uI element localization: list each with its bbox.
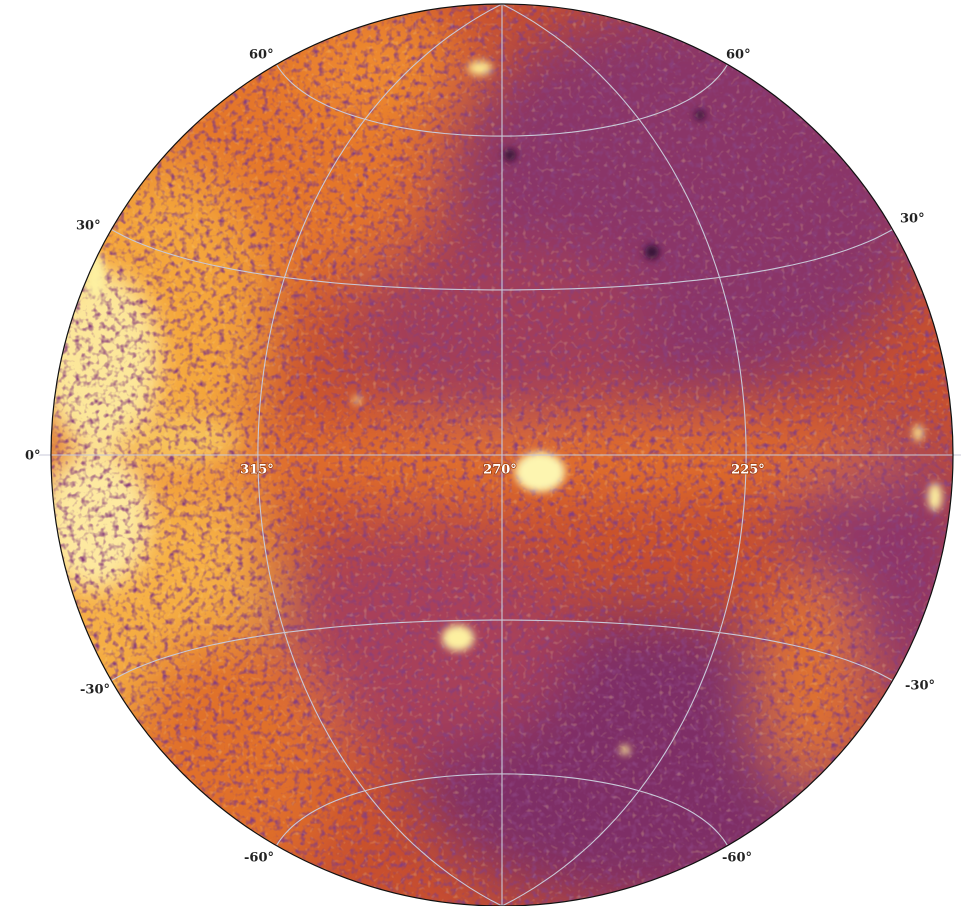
parallel-label: -30°	[905, 679, 935, 694]
parallel-label: 30°	[76, 219, 101, 234]
parallel-label: 30°	[900, 212, 925, 227]
meridian-label: 270°	[483, 463, 517, 478]
parallel-label: -30°	[80, 683, 110, 698]
parallel-label: -60°	[244, 851, 274, 866]
sky-map: 60° 30° 0° -30° -60° 60° 30° -30° -60° 3…	[0, 0, 961, 906]
parallel-label: 0°	[25, 449, 41, 464]
parallel-label: 60°	[249, 48, 274, 63]
parallel-label: 60°	[726, 48, 751, 63]
parallel-label: -60°	[722, 851, 752, 866]
page: {"parallels": {"left": ["60°", "30°", "0…	[0, 0, 961, 906]
meridian-label: 225°	[731, 463, 765, 478]
meridian-label: 315°	[240, 463, 274, 478]
